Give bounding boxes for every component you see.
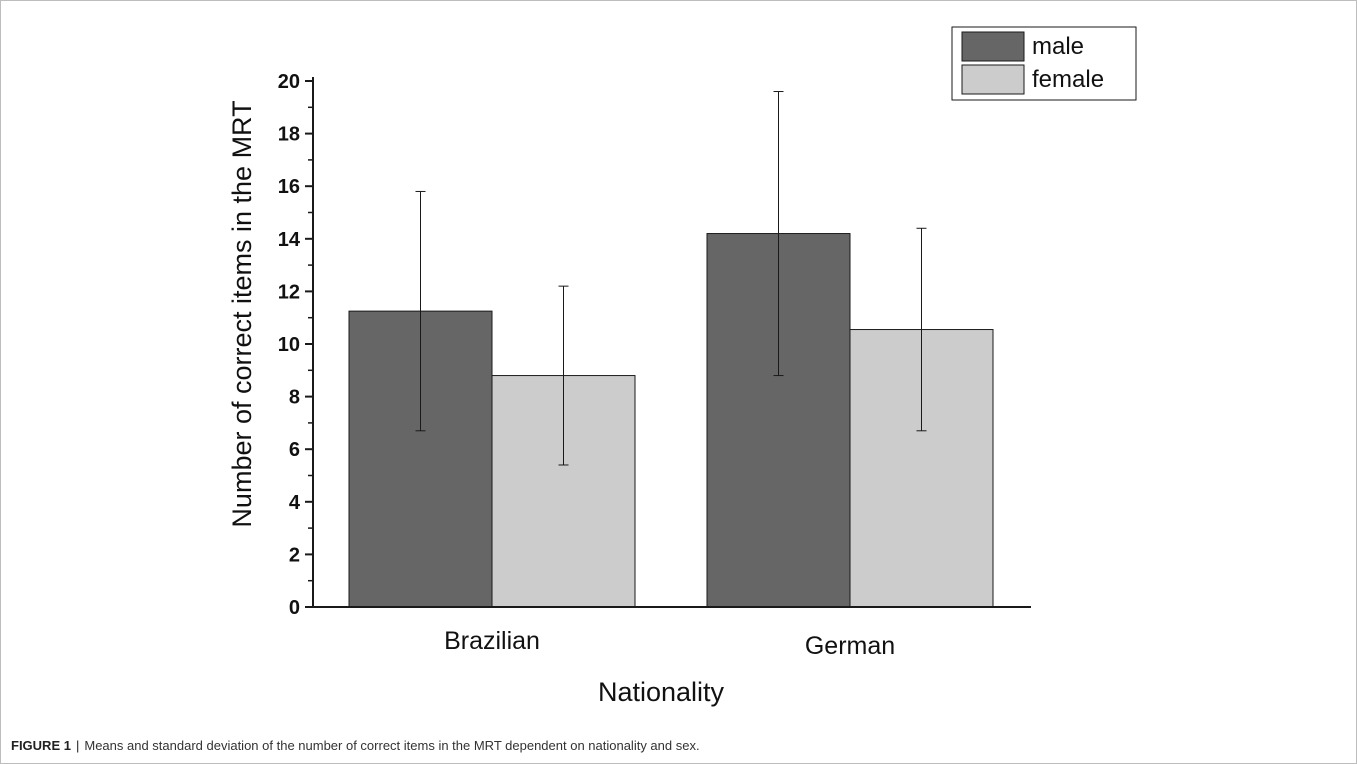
x-axis-title: Nationality (598, 677, 725, 707)
y-axis-title: Number of correct items in the MRT (227, 100, 257, 527)
y-tick-label: 2 (289, 544, 300, 566)
y-tick-label: 18 (278, 124, 300, 146)
legend-label-male: male (1032, 33, 1084, 60)
y-tick-label: 16 (278, 176, 300, 198)
legend-swatch-female (961, 64, 1025, 95)
y-tick-label: 14 (278, 229, 301, 251)
bars-layer (348, 233, 994, 608)
axes-layer: 0 2 4 6 8 10 12 14 16 18 20 Brazilian German National… (227, 71, 1031, 707)
y-tick-label: 12 (278, 281, 300, 303)
x-tick-label-german: German (805, 632, 895, 660)
x-tick-label-brazilian: Brazilian (444, 627, 540, 655)
y-tick-label: 0 (289, 597, 300, 619)
caption-label: FIGURE 1 (11, 738, 71, 753)
y-tick-label: 4 (289, 492, 301, 514)
legend-swatch-male (961, 31, 1025, 62)
bar-chart: 0 2 4 6 8 10 12 14 16 18 20 Brazilian German National… (227, 26, 1137, 707)
legend: male female (951, 26, 1137, 101)
y-tick-label: 8 (289, 387, 300, 409)
y-tick-label: 10 (278, 334, 300, 356)
figure-caption: FIGURE 1 | Means and standard deviation of… (11, 738, 700, 753)
error-bars-layer (415, 91, 927, 466)
caption-separator: | (75, 738, 80, 753)
caption-text: Means and standard deviation of the numb… (84, 738, 700, 753)
legend-label-female: female (1032, 66, 1104, 93)
y-tick-label: 6 (289, 439, 300, 461)
y-tick-label: 20 (278, 71, 300, 93)
